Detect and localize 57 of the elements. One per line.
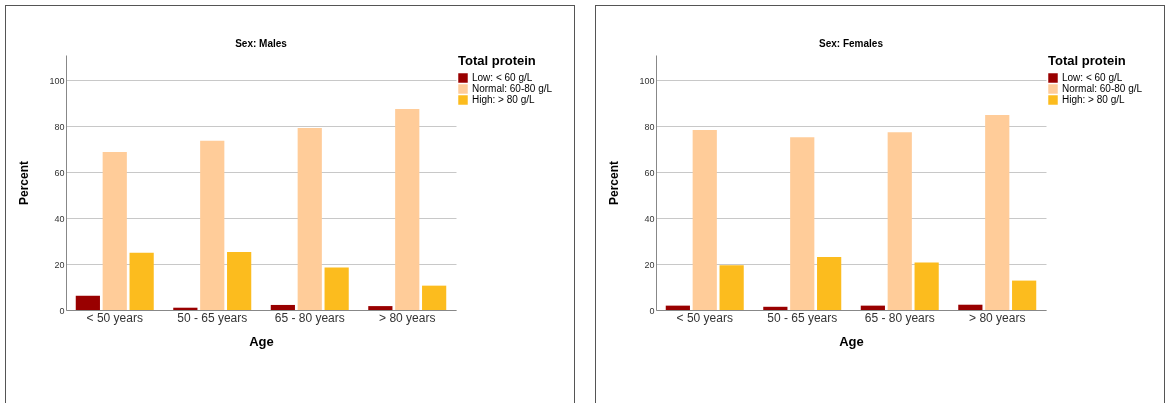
bar: [985, 114, 1010, 310]
bar: [395, 108, 420, 310]
x-axis-title: Age: [839, 333, 864, 349]
legend-title: Total protein: [1048, 53, 1126, 68]
y-tick-label: 100: [639, 75, 655, 86]
bar: [102, 151, 127, 310]
x-axis-title: Age: [249, 333, 274, 349]
bar: [817, 256, 842, 310]
x-tick-label: 50 - 65 years: [767, 310, 838, 325]
bar: [763, 306, 788, 310]
legend-label: Normal: 60-80 g/L: [472, 83, 553, 94]
chart-title: Sex: Females: [819, 38, 884, 49]
y-axis-title: Percent: [17, 160, 32, 206]
y-tick-label: 20: [54, 259, 65, 270]
bar: [129, 252, 154, 310]
x-tick-label: 65 - 80 years: [274, 310, 345, 325]
bar: [958, 304, 983, 310]
legend-label: Low: < 60 g/L: [1062, 72, 1123, 83]
bar: [422, 285, 447, 310]
x-tick-label: 65 - 80 years: [864, 310, 935, 325]
bar: [368, 306, 393, 310]
bar: [227, 251, 252, 310]
bar: [75, 295, 100, 310]
bar: [270, 304, 295, 310]
bar: [860, 305, 885, 310]
bar: [692, 130, 717, 310]
x-tick-label: < 50 years: [86, 310, 143, 325]
bar: [324, 267, 349, 310]
legend-label: Low: < 60 g/L: [472, 72, 533, 83]
bar: [887, 132, 912, 310]
legend-label: High: > 80 g/L: [472, 94, 535, 105]
chart-title: Sex: Males: [235, 38, 288, 49]
bar: [790, 137, 815, 310]
bar: [1012, 280, 1037, 310]
y-tick-label: 20: [644, 259, 655, 270]
bar: [914, 262, 939, 310]
x-tick-label: > 80 years: [379, 310, 436, 325]
y-tick-label: 60: [644, 167, 655, 178]
y-tick-label: 40: [54, 213, 65, 224]
y-tick-label: 80: [644, 121, 655, 132]
y-tick-label: 60: [54, 167, 65, 178]
legend-label: High: > 80 g/L: [1062, 94, 1125, 105]
x-tick-label: 50 - 65 years: [177, 310, 248, 325]
x-tick-label: < 50 years: [676, 310, 733, 325]
y-tick-label: 40: [644, 213, 655, 224]
y-tick-label: 80: [54, 121, 65, 132]
y-axis-title: Percent: [607, 160, 622, 206]
y-tick-label: 100: [49, 75, 65, 86]
y-tick-label: 0: [649, 305, 655, 316]
bar: [297, 128, 322, 310]
y-tick-label: 0: [59, 305, 65, 316]
legend-title: Total protein: [458, 53, 536, 68]
legend-label: Normal: 60-80 g/L: [1062, 83, 1143, 94]
bar: [719, 265, 744, 310]
bar: [665, 305, 690, 310]
bar: [200, 140, 225, 310]
x-tick-label: > 80 years: [969, 310, 1026, 325]
